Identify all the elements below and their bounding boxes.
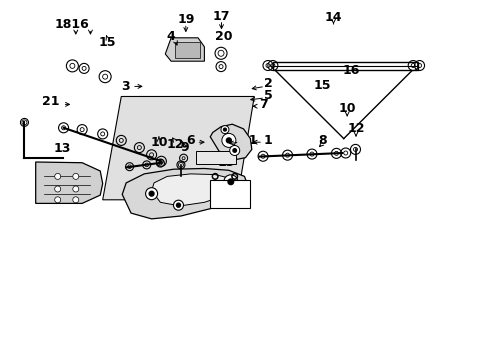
Text: 8: 8 — [318, 134, 326, 147]
Circle shape — [55, 186, 61, 192]
Circle shape — [227, 179, 233, 185]
Text: 19: 19 — [177, 13, 194, 26]
Text: 14: 14 — [324, 11, 342, 24]
Circle shape — [221, 126, 228, 134]
Circle shape — [55, 197, 61, 203]
Polygon shape — [151, 174, 233, 206]
Circle shape — [176, 203, 180, 207]
Circle shape — [226, 138, 231, 143]
Polygon shape — [102, 96, 254, 200]
Circle shape — [73, 197, 79, 203]
Bar — [272, 62, 417, 69]
Text: 12: 12 — [166, 138, 183, 150]
Text: 1: 1 — [264, 134, 272, 147]
Text: 3: 3 — [121, 80, 129, 93]
Text: 2: 2 — [263, 77, 272, 90]
Text: 15: 15 — [313, 79, 331, 92]
Text: 10: 10 — [150, 136, 167, 149]
Bar — [195, 151, 235, 164]
Circle shape — [232, 149, 236, 152]
Circle shape — [173, 200, 183, 210]
Text: 9: 9 — [180, 141, 189, 154]
Circle shape — [223, 128, 226, 131]
Polygon shape — [36, 162, 102, 203]
Circle shape — [229, 145, 239, 156]
Text: 16: 16 — [342, 64, 359, 77]
Text: 15: 15 — [99, 36, 116, 49]
Text: 5: 5 — [263, 89, 272, 102]
Circle shape — [55, 174, 61, 179]
Circle shape — [224, 175, 237, 189]
Text: 12: 12 — [346, 122, 364, 135]
Text: 11: 11 — [240, 134, 258, 147]
Text: 17: 17 — [212, 10, 230, 23]
Circle shape — [73, 186, 79, 192]
Polygon shape — [165, 38, 204, 61]
Circle shape — [145, 188, 157, 200]
Text: 13: 13 — [54, 142, 71, 155]
Text: 7: 7 — [259, 98, 267, 111]
Polygon shape — [175, 42, 199, 58]
Polygon shape — [122, 168, 248, 219]
Text: 13: 13 — [217, 156, 234, 168]
Circle shape — [149, 191, 154, 196]
Text: 6: 6 — [185, 134, 194, 147]
Circle shape — [222, 134, 235, 147]
Circle shape — [73, 174, 79, 179]
Text: 10: 10 — [338, 102, 355, 115]
Text: 1816: 1816 — [55, 18, 90, 31]
Text: 21: 21 — [42, 95, 60, 108]
Text: 4: 4 — [166, 30, 175, 43]
Polygon shape — [210, 124, 251, 160]
Bar — [210, 180, 250, 208]
Text: 20: 20 — [215, 30, 232, 43]
